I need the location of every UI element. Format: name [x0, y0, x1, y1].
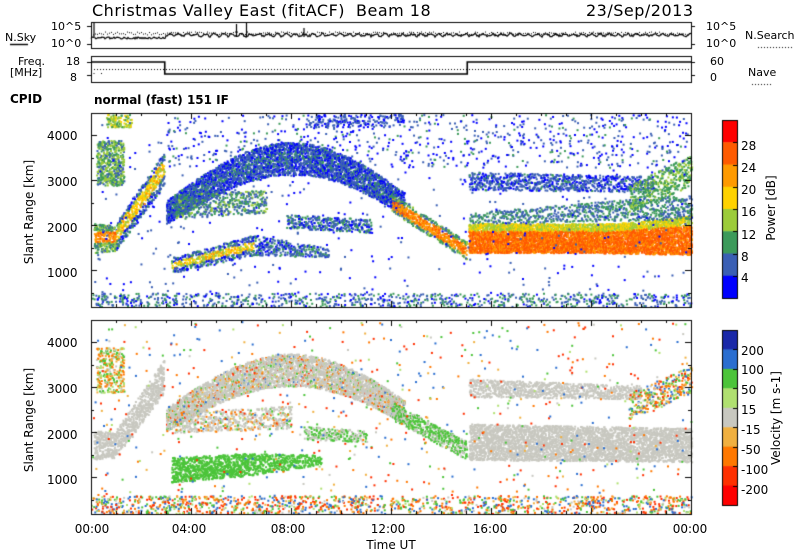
freq-tick-low: 8	[70, 71, 77, 84]
xtick-0800: 08:00	[270, 522, 306, 536]
freq-tick-high: 18	[66, 55, 80, 68]
velocity-ytick-1000: 1000	[47, 473, 78, 487]
station-title: Christmas Valley East (fitACF)	[92, 1, 346, 20]
velocity-bar-tick-50: 50	[741, 383, 757, 397]
velocity-bar-tick-15: 15	[741, 403, 757, 417]
velocity-ytick-3000: 3000	[47, 382, 78, 396]
nsky-label: N.Sky	[5, 31, 37, 44]
xtick-0000: 00:00	[74, 522, 110, 536]
xtick-1200: 12:00	[370, 522, 406, 536]
velocity-bar-tick-m200: -200	[741, 483, 769, 497]
power-bar-tick-4: 4	[741, 271, 749, 285]
xtick-2400: 00:00	[672, 522, 708, 536]
nave-tick-high: 60	[710, 55, 724, 68]
power-ytick-4000: 4000	[47, 129, 78, 143]
velocity-ytick-4000: 4000	[47, 336, 78, 350]
velocity-bar-tick-m50: -50	[741, 443, 761, 457]
power-bar-tick-12: 12	[741, 228, 757, 242]
xtick-0400: 04:00	[171, 522, 207, 536]
power-bar-tick-24: 24	[741, 161, 757, 175]
power-ylabel: Slant Range [km]	[22, 159, 36, 265]
velocity-ylabel: Slant Range [km]	[22, 367, 36, 473]
velocity-bar-label: Velocity [m s-1]	[769, 371, 783, 465]
power-ytick-2000: 2000	[47, 221, 78, 235]
nave-label: Nave	[748, 66, 777, 79]
velocity-bar-tick-100: 100	[741, 363, 764, 377]
nsky-tick-high: 10^5	[51, 20, 82, 33]
velocity-bar-tick-m100: -100	[741, 463, 769, 477]
nsearch-label: N.Search	[745, 29, 795, 42]
power-ytick-1000: 1000	[47, 266, 78, 280]
xlabel: Time UT	[366, 538, 416, 552]
velocity-ytick-2000: 2000	[47, 428, 78, 442]
nsearch-tick-low: 10^0	[706, 37, 737, 50]
freq-label: Freq.	[18, 55, 46, 68]
nsearch-tick-high: 10^5	[706, 20, 737, 33]
power-ytick-3000: 3000	[47, 175, 78, 189]
beam-label: Beam 18	[356, 1, 432, 20]
power-bar-tick-28: 28	[741, 139, 757, 153]
power-bar-label: Power [dB]	[764, 175, 778, 241]
cpid-mode: normal (fast) 151 IF	[94, 93, 229, 107]
power-bar-tick-8: 8	[741, 250, 749, 264]
xtick-1600: 16:00	[472, 522, 508, 536]
power-bar-tick-16: 16	[741, 205, 757, 219]
nsky-tick-low: 10^0	[51, 37, 82, 50]
cpid-label: CPID	[10, 92, 43, 106]
power-bar-tick-20: 20	[741, 183, 757, 197]
nave-tick-low: 0	[710, 71, 717, 84]
xtick-2000: 20:00	[572, 522, 608, 536]
velocity-bar-tick-m15: -15	[741, 423, 761, 437]
freq-unit-label: [MHz]	[10, 66, 43, 79]
velocity-bar-tick-200: 200	[741, 344, 764, 358]
date-label: 23/Sep/2013	[586, 1, 694, 20]
